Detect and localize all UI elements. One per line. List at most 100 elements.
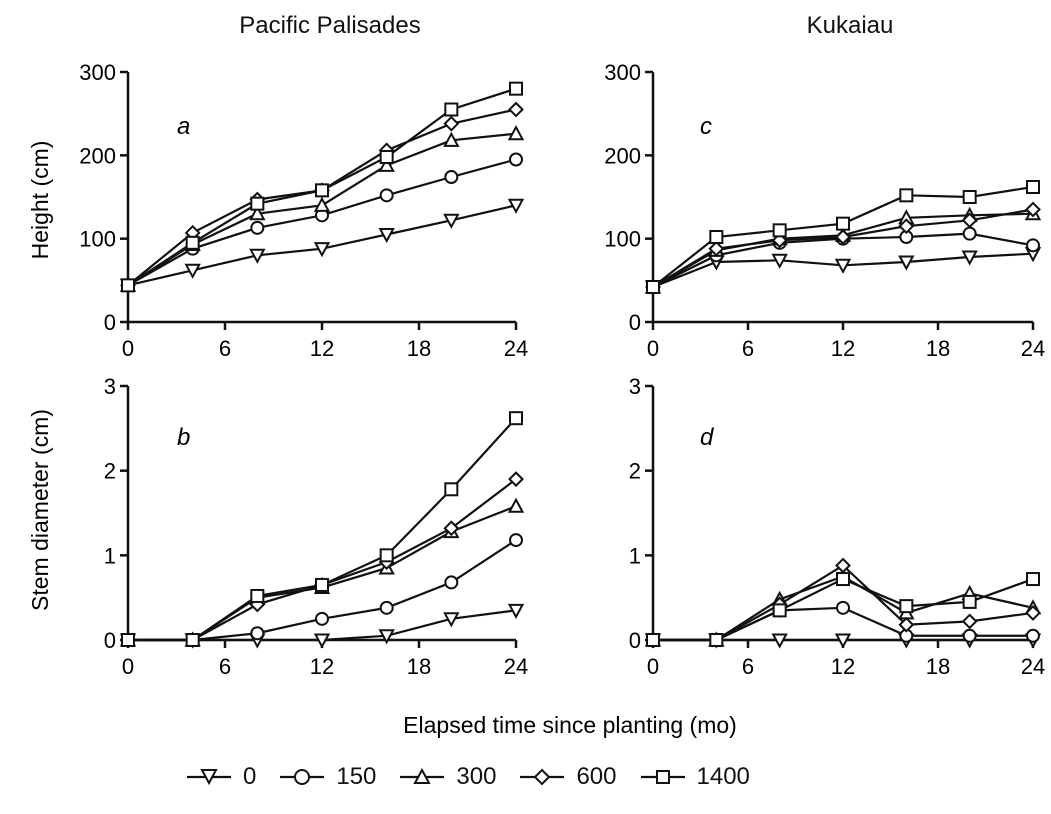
panel-letter-a: a (177, 113, 190, 140)
y-tick-label: 3 (104, 374, 116, 399)
data-point-0 (443, 213, 460, 229)
data-point-1400 (772, 223, 787, 238)
series-1400 (121, 81, 523, 293)
legend-symbol-circle-icon (280, 769, 325, 785)
y-axis-title-stem-diameter: Stem diameter (cm) (27, 409, 53, 611)
y-tick-label: 200 (604, 143, 641, 168)
data-point-600 (835, 557, 851, 574)
panel-c: 0 100 200 300 0 6 12 18 24 c (604, 60, 1045, 361)
data-point-1400 (709, 230, 724, 244)
data-point-300 (313, 196, 331, 212)
data-point-150 (509, 152, 523, 167)
data-point-150 (962, 628, 977, 643)
y-tick-label: 300 (604, 60, 641, 85)
data-point-600 (508, 471, 524, 488)
data-point-1400 (646, 280, 660, 294)
panel-letter-c: c (700, 113, 712, 140)
data-point-0 (184, 263, 201, 279)
data-point-300 (507, 497, 525, 513)
x-axis-title-shared: Elapsed time since planting (mo) (403, 712, 737, 738)
data-point-600 (771, 232, 788, 249)
data-point-1400 (509, 81, 523, 96)
legend-label-1400: 1400 (696, 763, 750, 790)
x-tick-label: 6 (219, 336, 231, 361)
data-point-150 (962, 226, 977, 241)
data-point-1400 (185, 235, 200, 250)
series-1400 (646, 180, 1040, 294)
data-point-600 (443, 520, 460, 537)
x-tick-label: 24 (1021, 336, 1045, 361)
x-tick-label: 24 (504, 654, 528, 679)
series-300 (119, 125, 525, 292)
data-point-150 (509, 533, 523, 548)
data-point-1400 (121, 278, 135, 293)
legend-item-600: 600 (518, 763, 617, 791)
x-tick-label: 18 (926, 654, 950, 679)
data-point-1400 (646, 633, 660, 647)
x-tick-label: 18 (926, 336, 950, 361)
data-point-600 (898, 218, 915, 235)
legend: 0 150 300 600 (185, 757, 772, 797)
data-point-1400 (899, 188, 914, 203)
data-point-600 (961, 212, 978, 229)
legend-label-150: 150 (336, 763, 377, 790)
data-point-0 (507, 603, 525, 619)
data-point-1400 (1026, 180, 1040, 194)
y-tick-label: 100 (79, 227, 116, 252)
legend-item-300: 300 (398, 763, 496, 791)
x-tick-label: 24 (504, 336, 528, 361)
data-point-1400 (509, 411, 523, 426)
data-point-1400 (772, 603, 787, 618)
data-point-0 (378, 227, 395, 244)
data-point-600 (898, 616, 915, 633)
data-point-0 (507, 198, 525, 214)
legend-item-1400: 1400 (639, 763, 750, 791)
data-point-1400 (250, 588, 265, 603)
y-tick-label: 0 (629, 310, 641, 335)
y-tick-label: 0 (104, 628, 116, 653)
data-point-150 (836, 600, 850, 615)
data-point-1400 (444, 482, 459, 497)
data-point-150 (379, 188, 394, 203)
data-point-600 (1025, 604, 1041, 621)
data-point-150 (250, 626, 265, 641)
x-tick-label: 12 (310, 336, 334, 361)
data-point-600 (1025, 201, 1041, 218)
data-point-0 (313, 242, 331, 258)
x-tick-label: 18 (407, 654, 431, 679)
y-tick-label: 300 (79, 60, 116, 85)
data-point-0 (961, 250, 978, 266)
data-point-1400 (962, 594, 977, 609)
data-point-0 (313, 633, 331, 649)
y-tick-label: 0 (629, 628, 641, 653)
y-tick-label: 2 (629, 459, 641, 484)
data-point-0 (834, 633, 852, 649)
data-point-600 (708, 240, 725, 257)
legend-symbol-square-icon (640, 770, 685, 784)
series-1400 (121, 411, 523, 647)
data-point-0 (898, 255, 915, 271)
data-point-150 (250, 220, 265, 235)
legend-symbol-triangle-down-icon (187, 769, 231, 786)
data-point-150 (1026, 628, 1040, 643)
data-point-1400 (962, 190, 977, 204)
data-point-1400 (315, 183, 329, 198)
y-tick-label: 100 (604, 227, 641, 252)
panel-title-pacific-palisades: Pacific Palisades (239, 12, 421, 39)
data-point-300 (507, 125, 525, 141)
x-tick-label: 12 (831, 336, 855, 361)
x-tick-label: 6 (742, 654, 754, 679)
data-point-1400 (709, 633, 724, 647)
data-point-300 (443, 131, 460, 147)
x-tick-label: 6 (219, 654, 231, 679)
data-point-1400 (1026, 572, 1040, 587)
x-tick-label: 12 (831, 654, 855, 679)
y-tick-label: 1 (104, 543, 116, 568)
data-point-1400 (185, 633, 200, 647)
x-tick-label: 24 (1021, 654, 1045, 679)
data-point-150 (444, 170, 459, 184)
